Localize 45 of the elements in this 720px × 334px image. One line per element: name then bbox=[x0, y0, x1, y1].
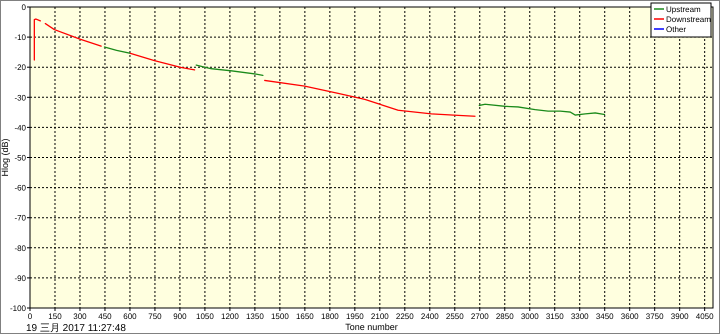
x-tick-label: 600 bbox=[123, 312, 138, 321]
y-tick-label: -30 bbox=[14, 93, 27, 102]
text: 19 三月 2017 11:27:48 bbox=[26, 323, 126, 334]
y-tick-label: -60 bbox=[14, 184, 27, 193]
x-tick-label: 750 bbox=[148, 312, 162, 321]
x-tick-label: 900 bbox=[173, 312, 188, 321]
x-tick-label: 300 bbox=[73, 312, 88, 321]
x-tick-label: 450 bbox=[98, 312, 112, 321]
y-tick-label: 0 bbox=[22, 3, 27, 12]
x-axis-title: Tone number bbox=[345, 322, 398, 332]
y-axis-title: Hlog (dB) bbox=[0, 138, 10, 177]
x-tick-label: 0 bbox=[28, 312, 33, 321]
x-tick-label: 2400 bbox=[420, 312, 440, 321]
y-tick-label: -10 bbox=[14, 33, 27, 42]
x-tick-label: 1800 bbox=[320, 312, 340, 321]
y-tick-label: -40 bbox=[14, 123, 27, 132]
x-tick-label: 3000 bbox=[520, 312, 540, 321]
y-tick-label: -70 bbox=[14, 214, 27, 223]
x-tick-label: 2550 bbox=[446, 312, 464, 321]
x-tick-label: 1500 bbox=[270, 312, 290, 321]
x-tick-label: 1650 bbox=[296, 312, 314, 321]
x-tick-label: 2250 bbox=[396, 312, 414, 321]
x-tick-label: 3750 bbox=[646, 312, 664, 321]
x-tick-label: 1350 bbox=[246, 312, 264, 321]
x-tick-label: 150 bbox=[48, 312, 62, 321]
legend-label: Other bbox=[666, 25, 686, 34]
x-tick-label: 2100 bbox=[370, 312, 390, 321]
x-tick-label: 3450 bbox=[596, 312, 614, 321]
x-tick-label: 4050 bbox=[696, 312, 714, 321]
legend-label: Downstream bbox=[666, 15, 712, 24]
x-tick-label: 1050 bbox=[196, 312, 214, 321]
x-tick-label: 1950 bbox=[346, 312, 364, 321]
x-tick-label: 2700 bbox=[470, 312, 490, 321]
x-tick-label: 3900 bbox=[670, 312, 690, 321]
y-tick-label: -100 bbox=[10, 304, 27, 313]
y-tick-label: -80 bbox=[14, 244, 27, 253]
y-tick-label: -20 bbox=[14, 63, 27, 72]
x-tick-label: 3300 bbox=[570, 312, 590, 321]
x-tick-label: 2850 bbox=[496, 312, 514, 321]
x-tick-label: 1200 bbox=[221, 312, 240, 321]
y-tick-label: -50 bbox=[14, 154, 27, 162]
x-tick-label: 3600 bbox=[620, 312, 640, 321]
legend-label: Upstream bbox=[666, 5, 702, 14]
y-tick-label: -90 bbox=[14, 274, 27, 283]
x-tick-label: 3150 bbox=[546, 312, 564, 321]
